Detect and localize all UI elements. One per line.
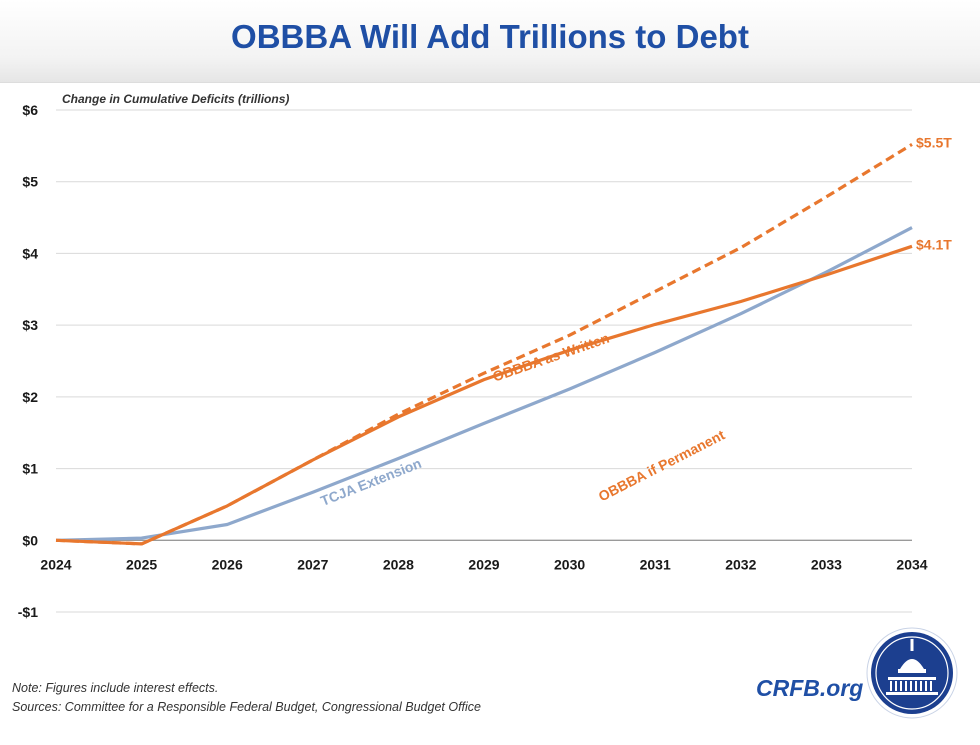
x-tick-label: 2028: [383, 556, 414, 572]
x-tick-label: 2032: [725, 556, 756, 572]
series-label-tcja-extension: TCJA Extension: [318, 455, 423, 509]
y-tick-label: $4: [22, 245, 38, 261]
series-line-obbba-if-permanent: [55, 143, 913, 546]
series-line-obbba-as-written: [55, 244, 913, 546]
grid-lines: [56, 109, 912, 613]
line-chart: $6$5$4$3$2$1$0-$1 2024 2025 2026 2027 2028 20…: [18, 102, 952, 620]
y-tick-label: $1: [22, 461, 38, 477]
chart-subtitle: Change in Cumulative Deficits (trillions…: [62, 92, 290, 106]
y-axis-ticks: $6 $5 $4 $3 $2 $1 $0 -$1: [18, 102, 38, 620]
y-tick-label: $3: [22, 317, 38, 333]
crfb-seal-logo: [866, 627, 958, 719]
x-tick-label: 2026: [212, 556, 243, 572]
x-tick-label: 2034: [896, 556, 927, 572]
y-tick-label: -$1: [18, 604, 38, 620]
title-band: [0, 0, 980, 83]
x-axis-ticks: 2024 2025 2026 2027 2028 2029 2030 2031 2032 2033…: [40, 556, 927, 572]
y-tick-label: $0: [22, 532, 38, 548]
y-tick-label: $6: [22, 102, 38, 118]
series-lines: [55, 143, 913, 546]
series-label-obbba-if-permanent: OBBBA if Permanent: [596, 426, 728, 504]
footnote-note: Note: Figures include interest effects.: [12, 681, 219, 695]
x-tick-label: 2029: [468, 556, 499, 572]
x-tick-label: 2027: [297, 556, 328, 572]
chart-title: OBBBA Will Add Trillions to Debt: [231, 18, 749, 55]
x-tick-label: 2030: [554, 556, 585, 572]
end-value-label: $5.5T: [916, 134, 952, 150]
y-tick-label: $5: [22, 174, 38, 190]
y-tick-label: $2: [22, 389, 38, 405]
end-value-label: $4.1T: [916, 236, 952, 252]
series-line-tcja-extension: [55, 226, 913, 542]
crfb-link[interactable]: CRFB.org: [756, 675, 864, 701]
x-tick-label: 2031: [640, 556, 671, 572]
x-tick-label: 2033: [811, 556, 842, 572]
series-label-obbba-as-written: OBBBA as Written: [491, 330, 612, 385]
footnote-sources: Sources: Committee for a Responsible Fed…: [12, 700, 481, 714]
x-tick-label: 2025: [126, 556, 157, 572]
x-tick-label: 2024: [40, 556, 71, 572]
